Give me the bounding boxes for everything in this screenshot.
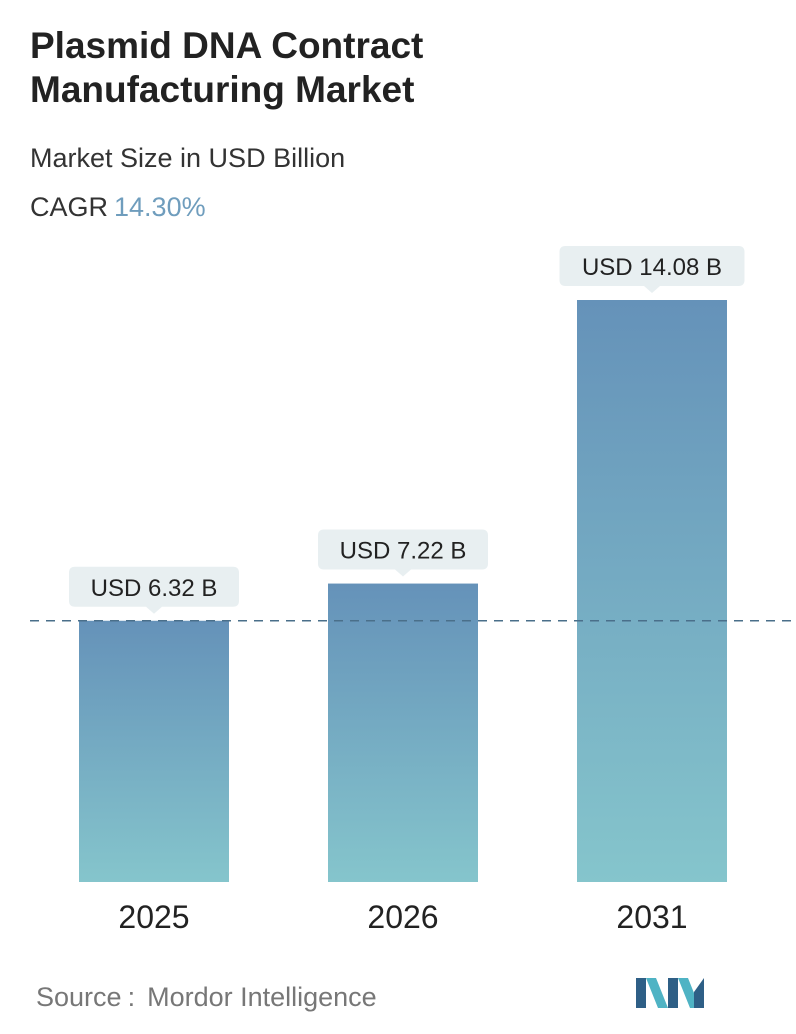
source-separator: : xyxy=(127,982,136,1012)
source-line: Source: Mordor Intelligence xyxy=(36,980,377,1014)
data-label: USD 6.32 B xyxy=(91,575,218,602)
data-label-box xyxy=(318,529,488,577)
data-label-box xyxy=(69,566,239,614)
mordor-intelligence-logo-icon xyxy=(636,978,704,1008)
x-tick-label: 2026 xyxy=(367,899,438,935)
data-label-callout-2031: USD 14.08 B xyxy=(559,246,745,293)
bar-2026 xyxy=(328,583,478,882)
data-label-box xyxy=(559,246,745,293)
source-label: Source xyxy=(36,982,122,1012)
cagr-line: CAGR 14.30% xyxy=(30,190,206,224)
chart-title: Plasmid DNA Contract Manufacturing Marke… xyxy=(30,25,424,110)
data-label: USD 14.08 B xyxy=(582,254,722,281)
x-tick-label: 2031 xyxy=(616,899,687,935)
data-label: USD 7.22 B xyxy=(340,538,467,565)
data-label-callout-2026: USD 7.22 B xyxy=(318,529,488,577)
cagr-value: 14.30% xyxy=(114,192,206,222)
cagr-label: CAGR xyxy=(30,192,109,222)
bar-2031 xyxy=(577,300,727,882)
x-tick-label: 2025 xyxy=(118,899,189,935)
bar-2025 xyxy=(79,620,229,882)
chart-subtitle: Market Size in USD Billion xyxy=(30,143,346,173)
source-name: Mordor Intelligence xyxy=(147,982,377,1012)
data-label-callout-2025: USD 6.32 B xyxy=(69,566,239,614)
bar-chart: USD 6.32 B USD 7.22 B USD 14.08 B 2025 2026 2… xyxy=(30,246,796,935)
